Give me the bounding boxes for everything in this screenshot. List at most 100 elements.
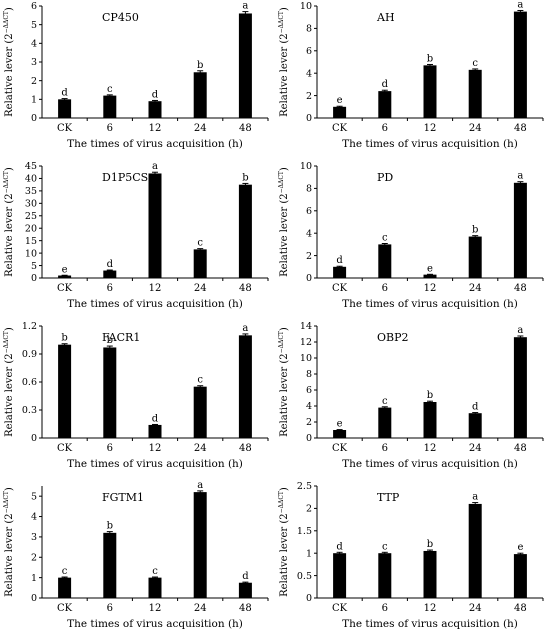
chart-ah-sig-letter: a	[517, 0, 523, 10]
chart-facr1-sig-letter: b	[107, 335, 113, 346]
chart-ttp-sig-letter: c	[382, 541, 388, 552]
chart-d1p5cs-y-tick-label: 45	[25, 161, 37, 172]
chart-obp2-y-tick-label: 12	[300, 337, 312, 348]
chart-cp450-bar-24	[193, 72, 207, 118]
chart-cp450-bar-12	[148, 101, 162, 118]
chart-pd-y-tick-label: 8	[306, 184, 312, 195]
chart-obp2-y-tick-label: 10	[300, 353, 312, 364]
chart-obp2-category-label: 48	[514, 443, 527, 454]
chart-ttp-sig-letter: d	[336, 541, 343, 552]
chart-ah-y-tick-label: 6	[306, 46, 312, 57]
chart-fgtm1-sig-letter: a	[197, 480, 203, 491]
chart-ttp-y-label: Relative lever (2−ΔΔCT)	[278, 487, 290, 597]
chart-obp2-category-label: CK	[332, 443, 348, 454]
chart-ttp-sig-letter: e	[517, 542, 523, 553]
chart-facr1-title: FACR1	[102, 331, 140, 344]
chart-fgtm1-bar-48	[238, 582, 252, 598]
chart-ttp-y-label-close: )	[279, 487, 290, 491]
chart-ah-category-label: 12	[424, 123, 437, 134]
chart-fgtm1-y-label: Relative lever (2−ΔΔCT)	[3, 487, 15, 597]
chart-facr1-bar-ck	[58, 344, 72, 438]
chart-ah-y-label: Relative lever (2−ΔΔCT)	[278, 7, 290, 117]
chart-ttp-y-tick-label: 2	[306, 504, 312, 515]
chart-pd-sig-letter: d	[336, 255, 343, 266]
chart-ttp-category-label: 12	[424, 603, 437, 614]
chart-obp2-bar-6	[378, 407, 392, 438]
chart-facr1-y-tick-label: 1.2	[22, 321, 37, 332]
chart-pd-y-label-text: Relative lever (2	[279, 193, 290, 276]
chart-ah-sig-letter: e	[337, 95, 343, 106]
chart-ttp: 0 0.5 1 1.5 2 2.5 d CK c 6 b 12 a 24 e 48 The times of v…	[278, 481, 544, 630]
chart-ttp-bar-6	[378, 553, 392, 598]
chart-cp450-y-tick-label: 0	[31, 113, 37, 124]
chart-d1p5cs-y-tick-label: 40	[25, 174, 37, 185]
chart-cp450-sig-letter: d	[152, 89, 159, 100]
chart-ah-bar-24	[468, 69, 482, 118]
chart-fgtm1-y-label-text: Relative lever (2	[4, 513, 15, 596]
chart-d1p5cs-sig-letter: a	[152, 161, 158, 172]
chart-cp450-y-tick-label: 1	[31, 95, 37, 106]
chart-d1p5cs-y-label: Relative lever (2−ΔΔCT)	[3, 167, 15, 277]
chart-fgtm1-category-label: 6	[107, 603, 113, 614]
chart-cp450-title: CP450	[102, 11, 139, 24]
chart-fgtm1-y-tick-label: 5	[31, 491, 37, 502]
chart-ttp-x-label: The times of virus acquisition (h)	[342, 618, 518, 630]
chart-obp2-sig-letter: c	[382, 396, 388, 407]
chart-ah-y-tick-label: 0	[306, 113, 312, 124]
chart-pd-bar-12	[423, 274, 437, 278]
chart-ah-y-label-text: Relative lever (2	[279, 33, 290, 116]
chart-d1p5cs-bar-12	[148, 173, 162, 278]
chart-facr1-y-tick-label: 0	[31, 433, 37, 444]
chart-fgtm1-bar-24	[193, 492, 207, 598]
chart-d1p5cs-bar-24	[193, 249, 207, 278]
chart-ah-bar-6	[378, 91, 392, 118]
chart-facr1-category-label: 12	[149, 443, 162, 454]
chart-panel-pd: 0 2 4 6 8 10 d CK c 6 e 12 b 24 a 48 The times of virus …	[275, 160, 550, 320]
chart-obp2-category-label: 12	[424, 443, 437, 454]
chart-d1p5cs-bar-48	[238, 184, 252, 278]
chart-pd-x-label: The times of virus acquisition (h)	[342, 298, 518, 310]
chart-d1p5cs-category-label: 12	[149, 283, 162, 294]
chart-obp2-y-tick-label: 8	[306, 369, 312, 380]
chart-cp450-category-label: 12	[149, 123, 162, 134]
chart-obp2-y-tick-label: 6	[306, 385, 312, 396]
chart-ttp-bar-ck	[333, 553, 347, 598]
chart-ah-sig-letter: c	[472, 58, 478, 69]
chart-d1p5cs-bar-ck	[58, 275, 72, 278]
chart-ah-category-label: 24	[469, 123, 482, 134]
chart-ttp-y-tick-label: 1.5	[297, 526, 312, 537]
chart-pd-bar-24	[468, 236, 482, 278]
chart-facr1-y-tick-label: 0.6	[22, 377, 37, 388]
chart-ah-y-tick-label: 8	[306, 24, 312, 35]
chart-fgtm1-y-tick-label: 3	[31, 532, 37, 543]
chart-fgtm1-sig-letter: c	[152, 566, 158, 577]
chart-d1p5cs-category-label: 48	[239, 283, 252, 294]
chart-pd-y-tick-label: 4	[306, 228, 312, 239]
chart-facr1-bar-24	[193, 386, 207, 438]
chart-facr1-category-label: 24	[194, 443, 207, 454]
chart-fgtm1-sig-letter: c	[62, 566, 68, 577]
chart-d1p5cs-bar-6	[103, 270, 117, 278]
chart-facr1: 0 0.3 0.6 0.9 1.2 b CK b 6 d 12 c 24 a 48 The times of …	[3, 321, 269, 470]
chart-ttp-y-label-text: Relative lever (2	[279, 513, 290, 596]
chart-cp450-bar-48	[238, 13, 252, 118]
chart-cp450-category-label: 6	[107, 123, 113, 134]
chart-ah-sig-letter: d	[382, 79, 389, 90]
chart-pd-sig-letter: b	[472, 225, 478, 236]
chart-facr1-y-tick-label: 0.3	[22, 405, 37, 416]
chart-pd-category-label: 6	[382, 283, 388, 294]
chart-cp450-sig-letter: a	[242, 1, 248, 12]
chart-facr1-sig-letter: c	[197, 375, 203, 386]
chart-obp2-y-label-superscript: −ΔΔCT	[278, 331, 285, 353]
chart-cp450-y-label-close: )	[4, 7, 15, 11]
chart-pd-category-label: 12	[424, 283, 437, 294]
chart-obp2-x-label: The times of virus acquisition (h)	[342, 458, 518, 470]
chart-ttp-y-tick-label: 0	[306, 593, 312, 604]
chart-obp2-bar-12	[423, 402, 437, 438]
chart-pd-title: PD	[377, 171, 393, 184]
chart-cp450-sig-letter: c	[107, 84, 113, 95]
chart-facr1-sig-letter: b	[61, 333, 67, 344]
chart-panel-obp2: 0 2 4 6 8 10 12 14 e CK c 6 b 12 d 24 a 48 The times of vi…	[275, 320, 550, 480]
